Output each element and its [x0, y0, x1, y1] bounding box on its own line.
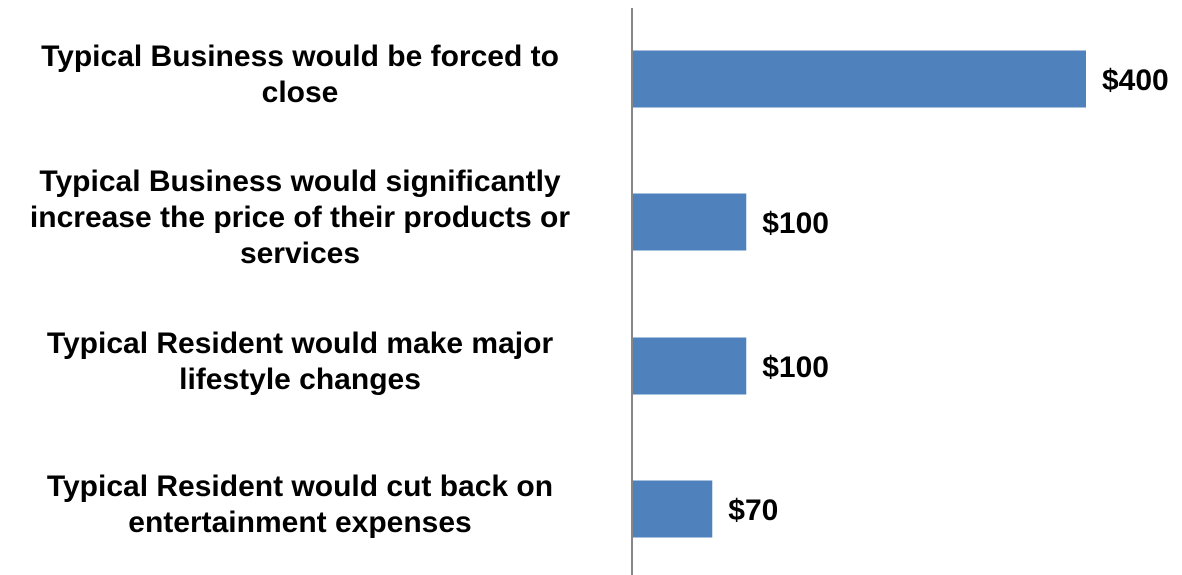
bar-3 [633, 337, 747, 395]
value-label-2: $100 [762, 207, 829, 240]
value-label-1: $400 [1102, 64, 1169, 97]
bar-4 [633, 480, 713, 538]
value-label-3: $100 [762, 351, 829, 384]
category-label-4: Typical Resident would cut back on entert… [46, 470, 554, 539]
value-label-4: $70 [728, 494, 778, 527]
bar-1 [633, 50, 1086, 108]
value-labels-group: $400 $100 $100 $70 [728, 64, 1168, 527]
category-label-3: Typical Resident would make major lifesty… [46, 327, 554, 396]
category-label-2: Typical Business would significantly incr… [29, 165, 571, 270]
category-label-1: Typical Business would be forced to close [41, 40, 559, 109]
bar-2 [633, 193, 747, 251]
bars-group [633, 50, 1086, 538]
